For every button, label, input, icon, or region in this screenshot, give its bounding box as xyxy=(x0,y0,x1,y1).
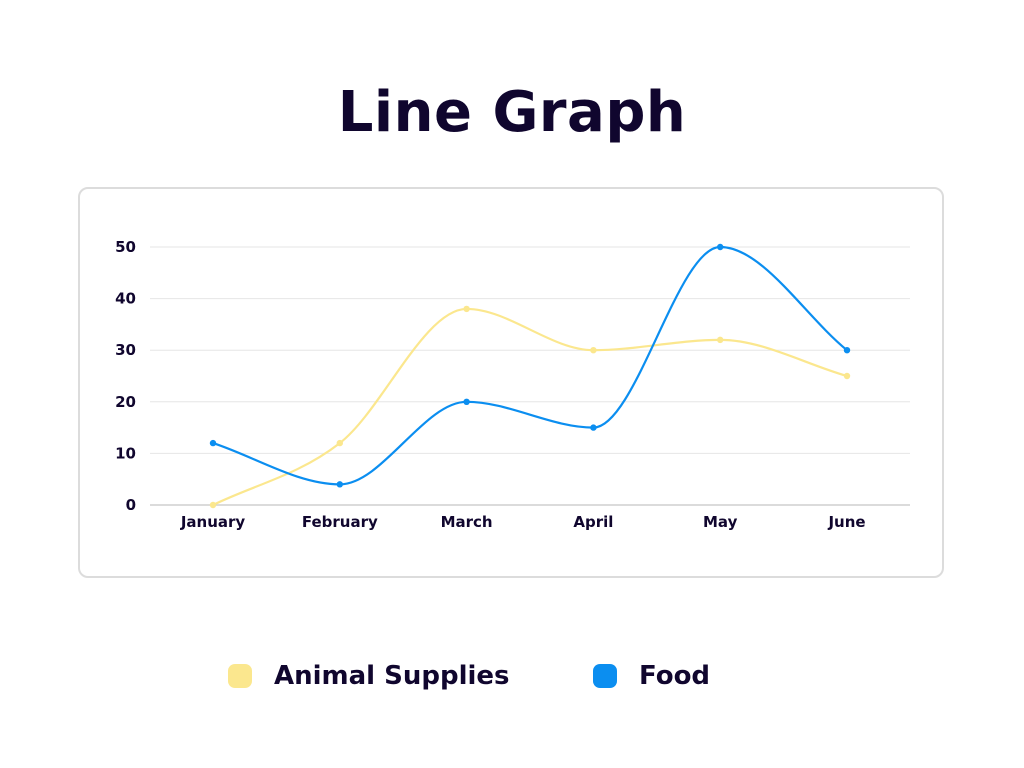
y-tick-label-50: 50 xyxy=(115,238,136,256)
data-point-food-january xyxy=(209,439,217,447)
x-tick-label-april: April xyxy=(573,513,613,531)
data-point-food-june xyxy=(843,347,851,354)
x-axis-tick-labels: January February March April May June xyxy=(180,513,866,531)
x-tick-label-january: January xyxy=(180,513,246,531)
legend-label-animal-supplies: Animal Supplies xyxy=(274,661,510,691)
data-point-food-february xyxy=(336,481,343,488)
data-point-animal-supplies-january xyxy=(209,501,217,509)
legend-swatch-food xyxy=(593,664,617,688)
legend-swatch-animal-supplies xyxy=(228,664,252,688)
x-tick-label-march: March xyxy=(441,513,493,531)
legend-item-food: Food xyxy=(593,660,710,692)
data-point-animal-supplies-february xyxy=(336,439,343,447)
data-point-animal-supplies-june xyxy=(843,372,851,380)
legend: Animal Supplies Food xyxy=(0,660,1024,692)
data-point-food-april xyxy=(590,424,597,431)
data-point-animal-supplies-may xyxy=(717,336,724,344)
grid-lines xyxy=(150,246,910,506)
legend-item-animal-supplies: Animal Supplies xyxy=(228,660,510,692)
data-point-food-may xyxy=(717,243,724,251)
data-point-animal-supplies-april xyxy=(590,347,597,354)
x-tick-label-may: May xyxy=(703,513,738,531)
chart-title: Line Graph xyxy=(337,80,687,145)
chart-card: 0 10 20 30 40 50 January February March April May… xyxy=(78,187,944,578)
y-tick-label-20: 20 xyxy=(115,393,136,411)
y-tick-label-30: 30 xyxy=(115,341,136,359)
line-chart: 0 10 20 30 40 50 January February March April May… xyxy=(115,238,910,531)
series-line-animal-supplies xyxy=(211,307,849,507)
data-point-food-march xyxy=(463,398,470,405)
x-tick-label-february: February xyxy=(302,513,378,531)
legend-label-food: Food xyxy=(639,661,711,691)
series-lines xyxy=(209,243,851,509)
x-tick-label-june: June xyxy=(827,513,865,531)
y-axis-tick-labels: 0 10 20 30 40 50 xyxy=(115,238,136,514)
data-point-animal-supplies-march xyxy=(463,305,470,313)
y-tick-label-10: 10 xyxy=(115,444,136,462)
series-line-food xyxy=(211,245,849,486)
y-tick-label-40: 40 xyxy=(115,290,136,308)
y-tick-label-0: 0 xyxy=(126,496,136,514)
